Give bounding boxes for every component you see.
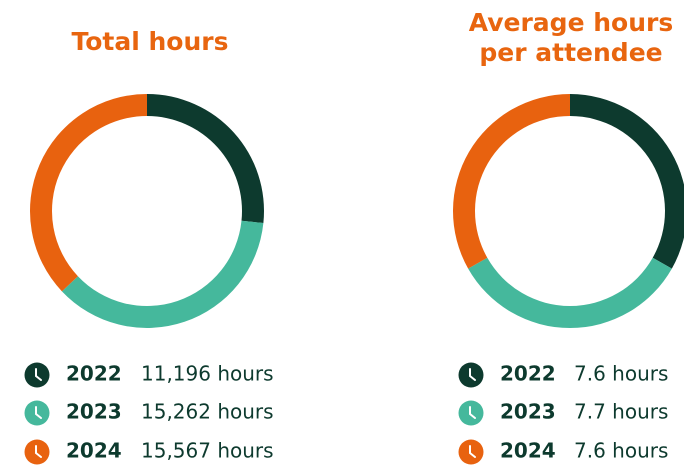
legend-year: 2023 (66, 400, 122, 424)
clock-hands (35, 445, 42, 458)
legend-value: 15,262 hours (141, 400, 274, 424)
clock-hands (469, 445, 476, 458)
chart-title: Total hours (71, 27, 229, 56)
clock-icon (458, 362, 484, 388)
clock-icon (458, 439, 484, 465)
clock-icon (24, 362, 50, 388)
legend-year: 2023 (500, 400, 556, 424)
clock-hands (35, 406, 42, 419)
donut-segment (29, 94, 147, 292)
donut-segment (453, 94, 570, 269)
donut-segment (61, 220, 264, 328)
clock-hands (469, 406, 476, 419)
donut-segment (468, 257, 672, 329)
legend-value: 7.6 hours (574, 439, 668, 463)
clock-icon (24, 439, 50, 465)
legend-year: 2022 (66, 362, 122, 386)
clock-icon (458, 400, 484, 426)
legend-value: 11,196 hours (141, 362, 274, 386)
donut-segment (570, 94, 684, 269)
donut-segment (147, 94, 264, 224)
chart-title: Average hours per attendee (468, 8, 674, 67)
legend-value: 15,567 hours (141, 439, 274, 463)
legend-year: 2024 (66, 439, 122, 463)
clock-hands (35, 368, 42, 381)
legend-value: 7.7 hours (574, 400, 668, 424)
clock-hands (469, 368, 476, 381)
legend-year: 2024 (500, 439, 556, 463)
legend-value: 7.6 hours (574, 362, 668, 386)
clock-icon (24, 400, 50, 426)
legend-year: 2022 (500, 362, 556, 386)
